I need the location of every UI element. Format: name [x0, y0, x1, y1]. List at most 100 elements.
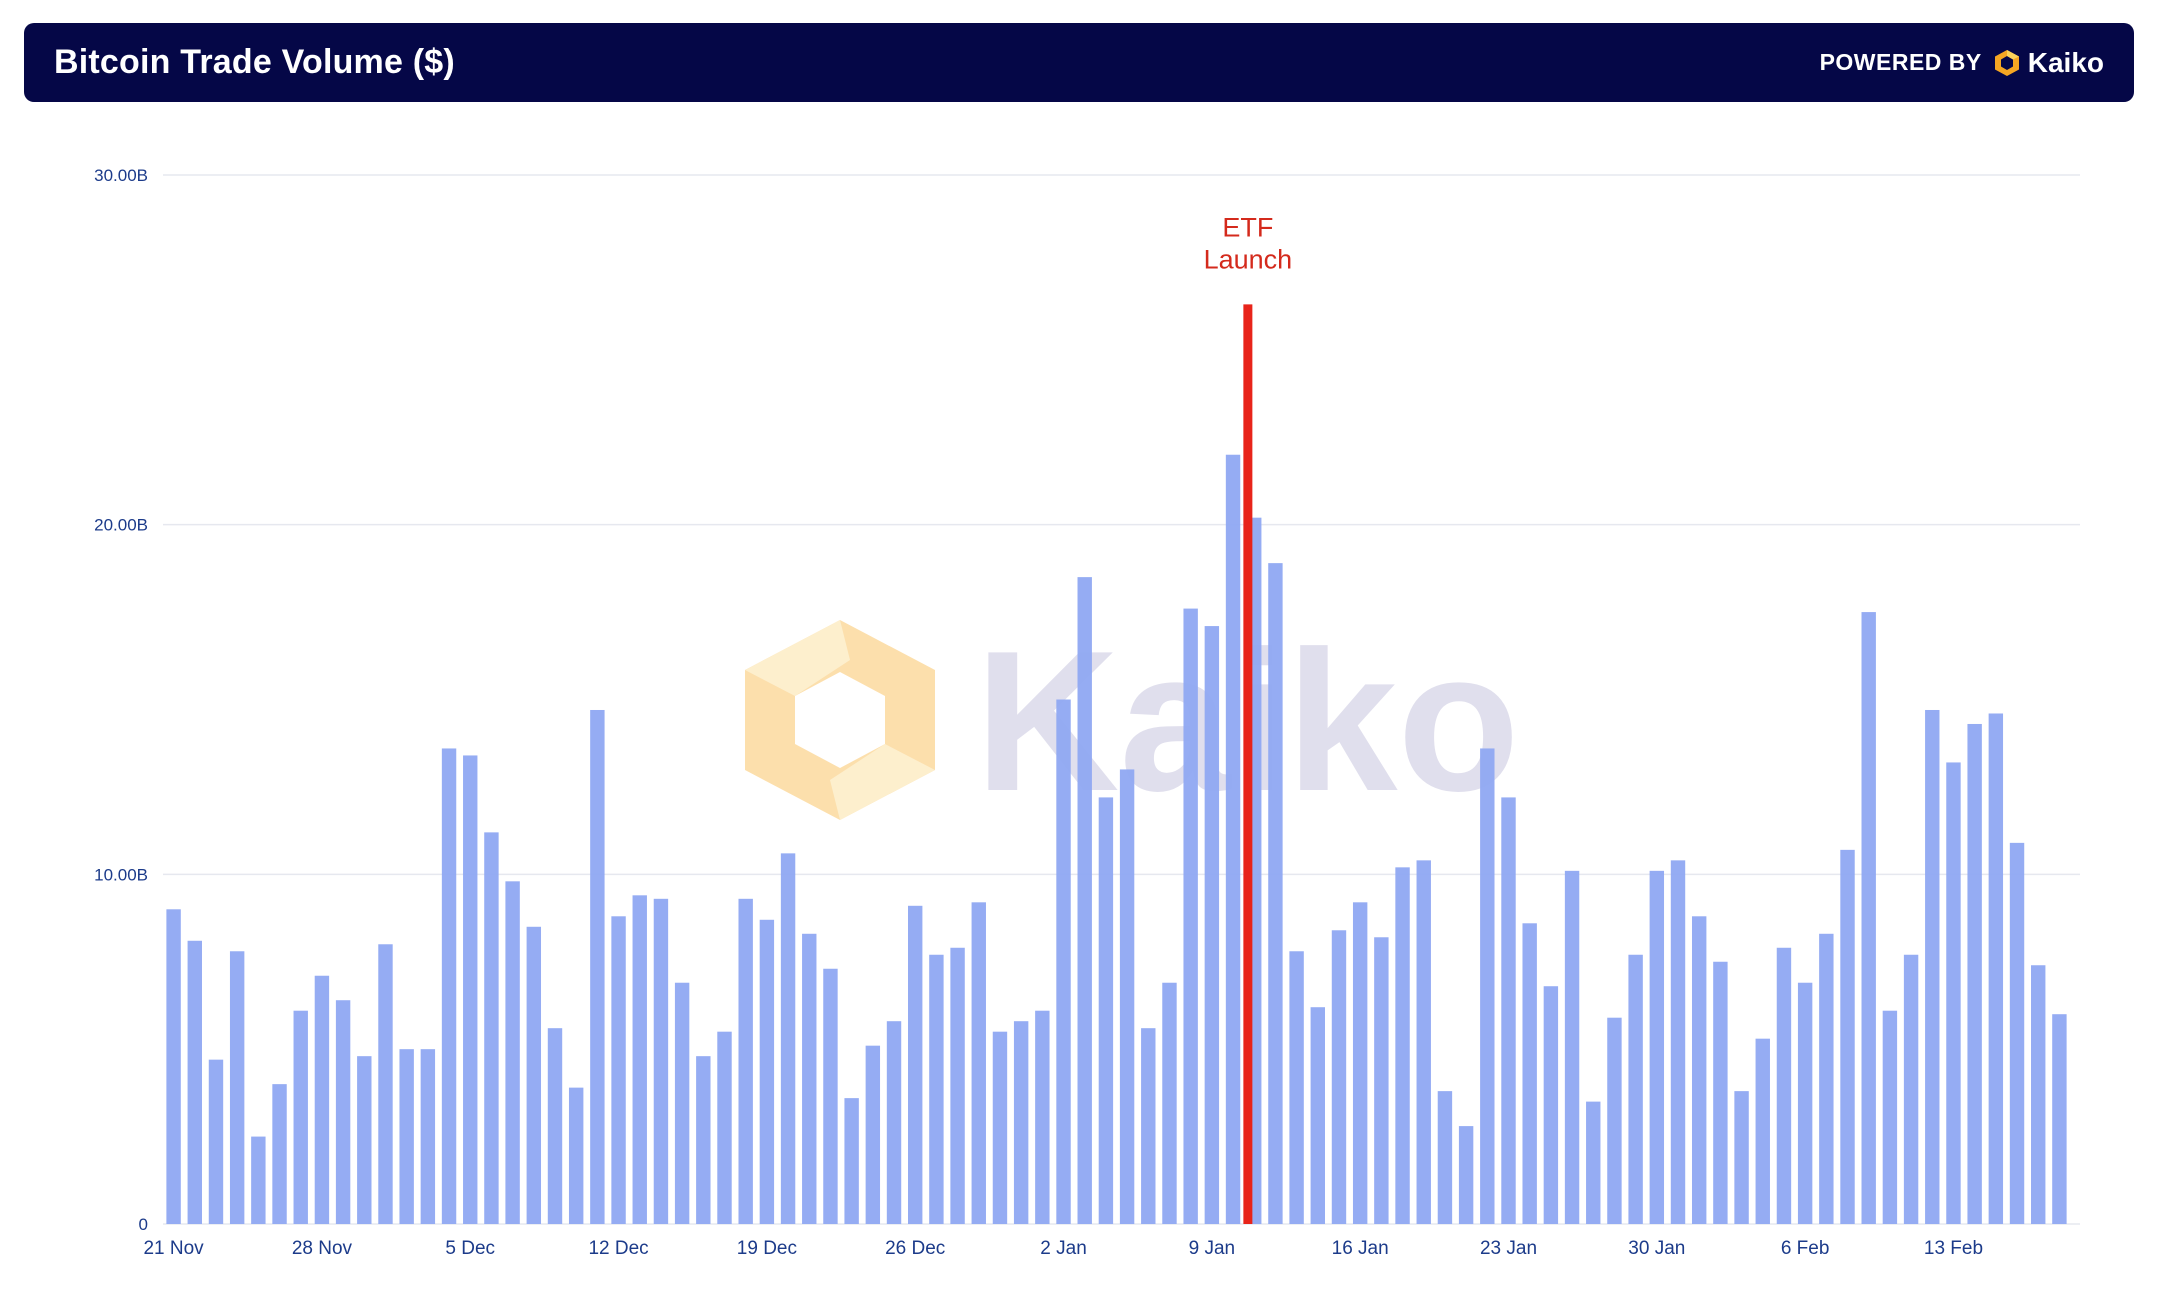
- bar: [1861, 612, 1876, 1224]
- bar: [992, 1031, 1008, 1224]
- bar: [1670, 860, 1686, 1224]
- x-tick-label: 21 Nov: [143, 1238, 204, 1259]
- y-tick-label: 30.00B: [94, 166, 148, 185]
- annotation-label-line2: Launch: [1204, 244, 1293, 274]
- bar: [335, 1000, 351, 1224]
- bar: [293, 1010, 308, 1224]
- bar: [1755, 1038, 1770, 1224]
- bar: [696, 1056, 711, 1224]
- bar: [1374, 937, 1389, 1224]
- bar: [1352, 902, 1368, 1224]
- bar: [865, 1045, 881, 1224]
- bar: [1776, 947, 1792, 1224]
- bar: [484, 832, 499, 1224]
- bar: [908, 905, 923, 1224]
- chart-header: Bitcoin Trade Volume ($) POWERED BY Kaik…: [24, 23, 2134, 102]
- bar: [526, 926, 542, 1224]
- bar: [251, 1136, 266, 1224]
- bar: [1162, 982, 1177, 1224]
- bar: [1098, 797, 1114, 1224]
- kaiko-logo: Kaiko: [1992, 47, 2104, 79]
- bar: [1331, 930, 1347, 1224]
- x-tick-label: 9 Jan: [1189, 1238, 1235, 1259]
- bar: [1268, 563, 1283, 1224]
- bar: [378, 944, 393, 1224]
- bar: [1035, 1010, 1050, 1224]
- bar: [1691, 916, 1707, 1224]
- bar: [2031, 965, 2046, 1224]
- bar: [1077, 577, 1092, 1224]
- bar: [759, 919, 775, 1224]
- bar: [463, 755, 478, 1224]
- bar: [1797, 982, 1813, 1224]
- x-tick-label: 12 Dec: [588, 1238, 648, 1259]
- bar: [166, 909, 181, 1224]
- bar: [441, 748, 457, 1224]
- bar: [1310, 1007, 1325, 1224]
- bar: [1586, 1101, 1601, 1224]
- x-tick-label: 23 Jan: [1480, 1238, 1537, 1259]
- bar: [971, 902, 986, 1224]
- bar: [420, 1049, 436, 1224]
- kaiko-logo-icon: [1994, 49, 2019, 76]
- bar: [1988, 713, 2004, 1224]
- x-axis: 21 Nov 28 Nov 5 Dec 12 Dec 19 Dec 26 Dec 2 Jan…: [143, 1238, 1983, 1259]
- x-tick-label: 16 Jan: [1332, 1238, 1389, 1259]
- x-tick-label: 5 Dec: [445, 1238, 495, 1259]
- bar: [1946, 762, 1961, 1224]
- bar-series: [166, 454, 2067, 1224]
- bar: [886, 1021, 902, 1224]
- bar: [1967, 723, 1982, 1224]
- bar: [399, 1049, 414, 1224]
- bar: [823, 968, 838, 1224]
- chart-title: Bitcoin Trade Volume ($): [54, 43, 455, 81]
- bar: [1480, 748, 1495, 1224]
- y-tick-label: 0: [139, 1215, 148, 1234]
- bar: [1119, 769, 1135, 1224]
- y-tick-label: 20.00B: [94, 516, 148, 535]
- bar: [590, 709, 605, 1224]
- bar: [1903, 954, 1919, 1224]
- bar: [1734, 1091, 1749, 1224]
- x-tick-label: 28 Nov: [292, 1238, 353, 1259]
- x-tick-label: 26 Dec: [885, 1238, 945, 1259]
- bar: [653, 898, 669, 1224]
- bar: [802, 933, 817, 1224]
- y-tick-label: 10.00B: [94, 865, 148, 884]
- x-tick-label: 19 Dec: [737, 1238, 797, 1259]
- bar: [1395, 867, 1410, 1224]
- bar: [1416, 860, 1431, 1224]
- bar: [1713, 961, 1728, 1224]
- bar: [1501, 797, 1516, 1224]
- bar: [208, 1059, 224, 1224]
- x-tick-label: 6 Feb: [1781, 1238, 1830, 1259]
- bar: [505, 881, 520, 1224]
- bar: [1056, 699, 1071, 1224]
- bar: [611, 916, 626, 1224]
- bar: [547, 1028, 563, 1224]
- x-tick-label: 13 Feb: [1924, 1238, 1983, 1259]
- powered-by: POWERED BY Kaiko: [1820, 47, 2104, 79]
- bar: [844, 1098, 859, 1224]
- bar: [187, 940, 202, 1224]
- bar: [950, 947, 965, 1224]
- bar: [1183, 608, 1198, 1224]
- bar: [568, 1087, 584, 1224]
- watermark-logo-icon: [745, 620, 935, 820]
- bar: [1289, 951, 1304, 1224]
- bar: [314, 975, 330, 1224]
- bar: [1522, 923, 1537, 1224]
- bar: [1649, 870, 1665, 1224]
- bar: [2009, 842, 2025, 1224]
- bar: [929, 954, 944, 1224]
- y-axis: 0 10.00B 20.00B 30.00B: [94, 166, 148, 1234]
- powered-by-label: POWERED BY: [1819, 49, 1982, 75]
- bar: [272, 1084, 287, 1224]
- kaiko-brand-name: Kaiko: [2027, 46, 2104, 78]
- bar: [1225, 454, 1241, 1224]
- bar: [717, 1031, 732, 1224]
- bar: [632, 895, 647, 1224]
- bar: [1628, 954, 1643, 1224]
- bar: [1437, 1091, 1453, 1224]
